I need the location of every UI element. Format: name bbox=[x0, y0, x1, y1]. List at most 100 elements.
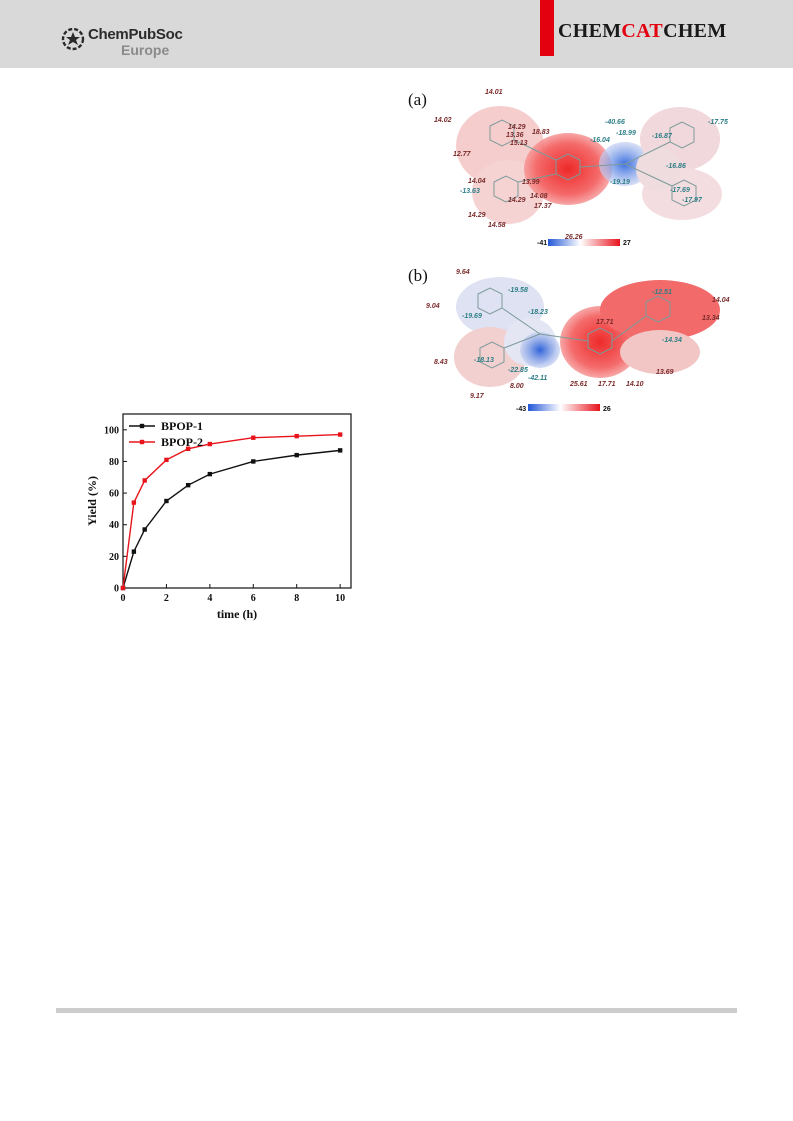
y-tick-label: 40 bbox=[109, 520, 119, 531]
molecule-a bbox=[489, 119, 697, 207]
mep-value-label: -18.99 bbox=[616, 130, 636, 137]
x-axis-title: time (h) bbox=[217, 607, 257, 621]
mep-value-label: 17.71 bbox=[598, 381, 616, 388]
data-point-bpop-2 bbox=[131, 500, 137, 505]
mep-value-label: -16.86 bbox=[666, 163, 686, 170]
scale-min-label: -41 bbox=[537, 240, 547, 247]
mep-value-label: -40.66 bbox=[605, 119, 625, 126]
journal-title-part2: CAT bbox=[621, 20, 664, 42]
journal-title-part3: CHEM bbox=[663, 20, 727, 42]
molecule-b bbox=[477, 287, 671, 369]
data-point-bpop-1 bbox=[185, 482, 191, 488]
data-point-bpop-2 bbox=[337, 432, 343, 437]
mep-value-label: 13.99 bbox=[522, 179, 540, 186]
journal-accent-bar bbox=[540, 0, 554, 56]
mep-value-label: 15.13 bbox=[510, 140, 528, 147]
mep-value-label: -17.75 bbox=[708, 119, 728, 126]
mep-value-label: 14.58 bbox=[488, 222, 506, 229]
scale-gradient-bar bbox=[528, 404, 600, 411]
scale-max-label: 27 bbox=[623, 240, 631, 247]
mep-value-label: -18.23 bbox=[528, 309, 548, 316]
data-point-bpop-2 bbox=[185, 446, 191, 451]
data-point-bpop-2 bbox=[142, 478, 147, 483]
chempubsoc-logo-icon bbox=[61, 27, 85, 51]
mep-value-label: 18.83 bbox=[532, 129, 550, 136]
mep-value-label: 14.08 bbox=[530, 193, 548, 200]
data-point-bpop-2 bbox=[164, 457, 169, 463]
page-header: ChemPubSoc Europe CHEMCATCHEM bbox=[0, 0, 793, 68]
mep-value-label: 17.71 bbox=[596, 319, 614, 326]
mep-value-label: -16.87 bbox=[652, 133, 673, 140]
mep-value-label: 13.34 bbox=[702, 315, 720, 322]
mep-value-label: -18.13 bbox=[474, 357, 494, 364]
mep-value-label: 9.64 bbox=[456, 269, 470, 276]
mep-value-label: 9.17 bbox=[470, 393, 485, 400]
mep-figure-b: 9.64 9.04 8.43 9.17 8.00 25.61 17.71 17.… bbox=[426, 269, 730, 413]
mep-value-label: 8.43 bbox=[434, 359, 448, 366]
legend-swatch-marker bbox=[139, 439, 145, 445]
scale-min-label: -43 bbox=[516, 406, 526, 413]
mep-value-label: -13.63 bbox=[460, 188, 480, 195]
mep-value-label: -17.97 bbox=[682, 197, 703, 204]
publisher-name: ChemPubSoc bbox=[88, 26, 183, 43]
mep-value-label: -12.51 bbox=[652, 289, 672, 296]
x-tick-label: 10 bbox=[335, 593, 345, 604]
mep-values-b: 9.64 9.04 8.43 9.17 8.00 25.61 17.71 17.… bbox=[426, 269, 730, 400]
legend-label: BPOP-2 bbox=[161, 435, 203, 449]
scale-gradient-bar bbox=[548, 239, 620, 246]
color-scale-a: -41 27 bbox=[537, 239, 631, 247]
chart-legend: BPOP-1 BPOP-2 bbox=[129, 419, 203, 449]
mep-figure-a: 14.01 14.02 12.77 14.04 14.29 14.58 14.2… bbox=[434, 89, 728, 247]
yield-vs-time-chart: 0 20 40 60 80 100 0 2 4 6 8 10 BPOP-1 BPOP-2 Yield … bbox=[86, 413, 352, 621]
mep-value-label: 13.69 bbox=[656, 369, 674, 376]
mep-value-label: -19.19 bbox=[610, 179, 630, 186]
data-point-bpop-1 bbox=[131, 549, 137, 554]
x-tick-label: 4 bbox=[207, 593, 212, 604]
mep-value-label: 14.29 bbox=[508, 124, 526, 131]
plot-frame bbox=[122, 413, 352, 589]
figure-a-label: (a) bbox=[408, 90, 427, 109]
mep-values-a: 14.01 14.02 12.77 14.04 14.29 14.58 14.2… bbox=[434, 89, 728, 241]
mep-value-label: -22.85 bbox=[508, 367, 528, 374]
mep-value-label: -19.58 bbox=[508, 287, 528, 294]
y-axis-title: Yield (%) bbox=[86, 476, 99, 526]
y-tick-label: 80 bbox=[109, 457, 119, 468]
y-tick-label: 0 bbox=[114, 584, 119, 595]
mep-value-label: 9.04 bbox=[426, 303, 440, 310]
mep-value-label: -16.04 bbox=[590, 137, 610, 144]
mep-value-label: -14.34 bbox=[662, 337, 682, 344]
x-tick-label: 0 bbox=[121, 593, 126, 604]
mep-value-label: 14.29 bbox=[508, 197, 526, 204]
mep-value-label: 14.29 bbox=[468, 212, 486, 219]
mep-value-label: 12.77 bbox=[453, 151, 472, 158]
y-tick-label: 60 bbox=[109, 489, 119, 500]
mep-surface-b bbox=[454, 277, 720, 387]
x-tick-label: 8 bbox=[294, 593, 299, 604]
data-point-bpop-1 bbox=[251, 459, 256, 464]
footer-divider bbox=[56, 1008, 737, 1013]
data-point-bpop-1 bbox=[337, 448, 343, 453]
mep-value-label: -19.69 bbox=[462, 313, 482, 320]
data-point-bpop-1 bbox=[164, 498, 169, 504]
mep-value-label: 14.04 bbox=[712, 297, 730, 304]
mep-value-label: -42.11 bbox=[528, 375, 547, 382]
figure-b-label: (b) bbox=[408, 266, 428, 285]
mep-value-label: 14.04 bbox=[468, 178, 486, 185]
journal-title-part1: CHEM bbox=[558, 20, 622, 42]
mep-value-label: -17.69 bbox=[670, 187, 690, 194]
series-layer bbox=[120, 432, 343, 591]
data-point-bpop-2 bbox=[294, 433, 299, 439]
y-tick-label: 100 bbox=[104, 425, 119, 436]
mep-value-label: 14.10 bbox=[626, 381, 644, 388]
publisher-logo: ChemPubSoc Europe bbox=[60, 24, 190, 60]
mep-value-label: 13.36 bbox=[506, 132, 524, 139]
y-tick-label: 20 bbox=[109, 552, 119, 563]
mep-value-label: 8.00 bbox=[510, 383, 524, 390]
journal-title: CHEMCATCHEM bbox=[558, 20, 727, 43]
legend-swatch-marker bbox=[139, 423, 145, 429]
data-point-bpop-1 bbox=[207, 471, 213, 477]
data-point-bpop-1 bbox=[294, 452, 299, 458]
x-tick-label: 2 bbox=[164, 593, 169, 604]
x-tick-label: 6 bbox=[251, 593, 256, 604]
legend-label: BPOP-1 bbox=[161, 419, 203, 433]
